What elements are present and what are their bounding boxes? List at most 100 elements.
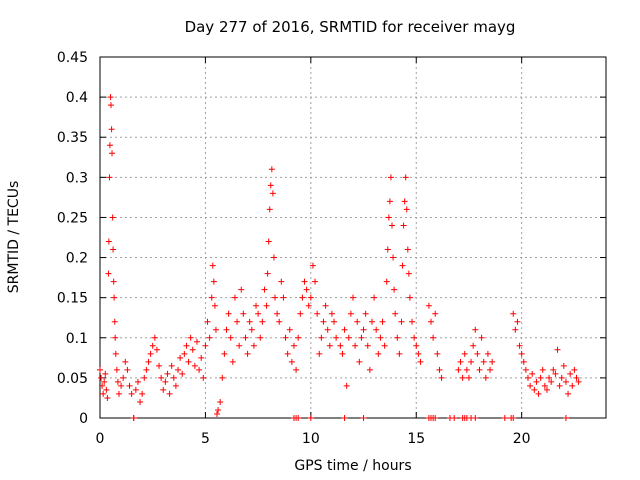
data-point (350, 294, 356, 301)
data-point (360, 415, 367, 421)
data-point (191, 362, 198, 369)
data-point (358, 334, 365, 341)
data-point (474, 350, 481, 357)
data-point (352, 342, 359, 349)
data-point (246, 318, 253, 325)
data-point (261, 286, 268, 293)
grid-lines (100, 57, 606, 418)
data-point (417, 358, 424, 365)
data-point (114, 378, 121, 385)
data-point (522, 366, 529, 373)
data-point (552, 370, 559, 377)
data-point (288, 358, 295, 365)
data-point (331, 318, 338, 325)
data-point (556, 382, 563, 389)
data-point (108, 126, 115, 133)
data-point (398, 318, 405, 325)
data-point (101, 378, 108, 385)
data-point (106, 142, 113, 149)
data-point (97, 366, 103, 373)
data-point (472, 326, 479, 333)
data-point (512, 326, 519, 333)
data-point (562, 415, 569, 421)
data-point (265, 238, 272, 245)
data-point (324, 326, 331, 333)
data-point (364, 342, 371, 349)
data-point (115, 390, 122, 397)
y-axis-label: SRMTID / TECUs (6, 181, 22, 294)
data-point (208, 294, 215, 301)
data-point (225, 310, 232, 317)
data-point (501, 415, 508, 421)
data-point (415, 350, 422, 357)
data-point (347, 310, 354, 317)
data-point (124, 366, 131, 373)
data-point (413, 342, 420, 349)
data-point (478, 334, 485, 341)
data-point (387, 174, 394, 181)
data-point (457, 358, 464, 365)
data-point (396, 350, 403, 357)
data-point (128, 390, 135, 397)
data-point (103, 386, 110, 393)
data-point (172, 382, 179, 389)
data-point (573, 374, 580, 381)
data-point (384, 246, 391, 253)
data-point (286, 326, 293, 333)
data-point (293, 366, 300, 373)
data-point (211, 302, 218, 309)
data-point (541, 382, 548, 389)
data-point (377, 334, 384, 341)
data-point (390, 254, 397, 261)
data-point (263, 302, 270, 309)
data-point (200, 374, 207, 381)
x-tick-label: 20 (513, 431, 531, 447)
data-point (307, 415, 314, 421)
data-point (280, 294, 287, 301)
data-point (295, 415, 302, 421)
data-point (432, 310, 439, 317)
data-point (403, 206, 410, 213)
data-point (548, 378, 555, 385)
data-point (546, 374, 553, 381)
data-point (373, 326, 380, 333)
data-point (565, 390, 572, 397)
data-point (567, 370, 574, 377)
data-point (385, 214, 392, 221)
data-point (386, 198, 393, 205)
data-point (193, 338, 200, 345)
data-point (463, 366, 470, 373)
data-point (271, 294, 278, 301)
data-point (514, 318, 521, 325)
data-point (314, 310, 321, 317)
data-point (482, 374, 489, 381)
data-point (569, 382, 576, 389)
data-point (345, 334, 352, 341)
data-point (274, 310, 281, 317)
data-point (290, 342, 297, 349)
data-points (97, 94, 582, 421)
data-point (217, 398, 224, 405)
data-point (166, 390, 173, 397)
x-tick-label: 15 (407, 431, 425, 447)
data-point (366, 366, 373, 373)
data-point (282, 334, 289, 341)
y-tick-label: 0.25 (57, 210, 88, 226)
data-point (438, 374, 445, 381)
data-point (301, 278, 308, 285)
data-point (227, 334, 234, 341)
data-point (383, 278, 390, 285)
data-point (264, 270, 271, 277)
data-point (112, 350, 119, 357)
data-point (111, 294, 118, 301)
data-point (229, 358, 236, 365)
data-point (539, 366, 546, 373)
data-point (118, 382, 125, 389)
data-point (472, 415, 479, 421)
data-point (276, 318, 283, 325)
data-point (112, 334, 119, 341)
data-point (524, 374, 531, 381)
data-point (392, 310, 399, 317)
data-point (428, 318, 435, 325)
y-tick-label: 0.3 (66, 170, 88, 186)
